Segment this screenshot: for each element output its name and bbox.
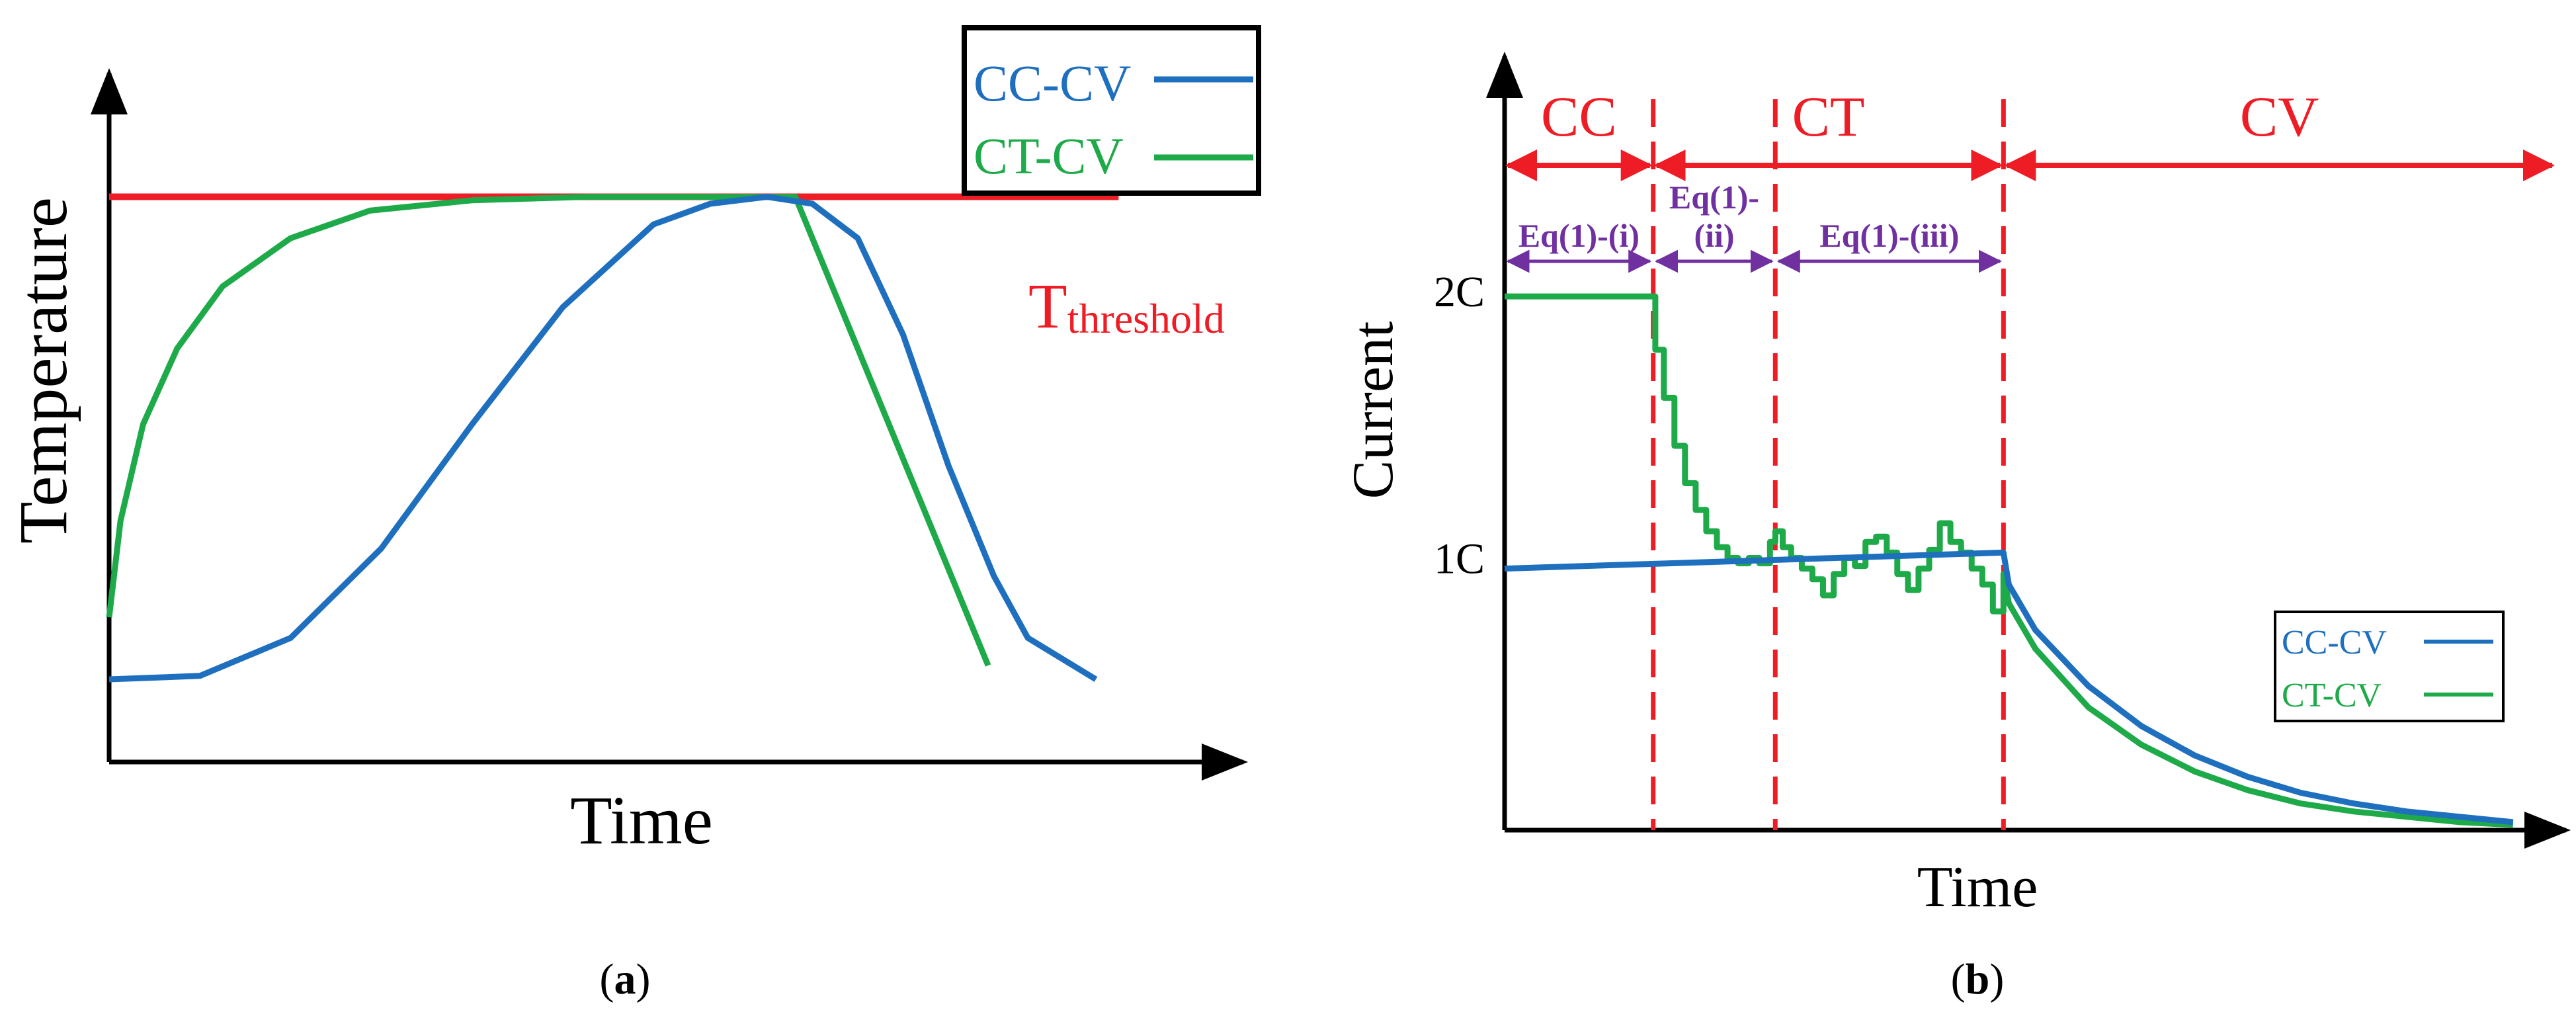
b-caption: (b) [1951, 955, 2005, 1003]
panel-b: Current Time 1C 2C CC CT CV Eq(1)-(i) Eq(1)-… [1341, 52, 2571, 1003]
b-legend-label-cc-cv: CC-CV [2282, 624, 2387, 661]
b-x-axis-label: Time [1917, 855, 2038, 919]
b-eq-label-3: Eq(1)-(iii) [1819, 217, 1959, 254]
a-legend-box [962, 25, 1261, 196]
b-series-ct-cv-line [1505, 293, 2514, 828]
b-legend: CC-CV CT-CV [2274, 611, 2505, 722]
a-legend: CC-CV CT-CV [962, 25, 1261, 196]
a-threshold-label-sub: threshold [1067, 295, 1225, 342]
b-eq-label-1: Eq(1)-(i) [1518, 217, 1640, 254]
b-y-axis-label: Current [1341, 321, 1405, 499]
a-caption-open: ( [600, 955, 614, 1003]
a-caption-close: ) [636, 955, 651, 1003]
a-threshold-label: Tthreshold [1028, 271, 1225, 342]
b-eq-label-2-line2: (ii) [1694, 217, 1734, 254]
b-caption-letter: b [1966, 955, 1990, 1003]
b-caption-open: ( [1951, 955, 1966, 1003]
b-y-tick-label-2c: 2C [1434, 268, 1485, 316]
b-caption-close: ) [1989, 955, 2004, 1003]
b-eq-label-2-line1: Eq(1)- [1669, 179, 1759, 216]
b-series-cc-cv-line [1504, 549, 2514, 826]
b-phase-label-cv: CV [2240, 85, 2319, 148]
a-caption: (a) [600, 955, 651, 1003]
b-legend-label-ct-cv: CT-CV [2282, 677, 2382, 714]
b-legend-box [2274, 611, 2505, 722]
a-threshold-label-main: T [1028, 271, 1067, 341]
a-caption-letter: a [614, 955, 636, 1003]
a-y-axis-label: Temperature [5, 197, 81, 544]
b-phase-label-ct: CT [1792, 85, 1865, 148]
a-x-axis-label: Time [570, 783, 713, 859]
a-legend-label-ct-cv: CT-CV [974, 127, 1124, 185]
b-phase-annotations: CC CT CV Eq(1)-(i) Eq(1)-(ii) Eq(1)-(iii) [1505, 85, 2555, 830]
b-phase-label-cc: CC [1541, 85, 1617, 148]
b-y-tick-label-1c: 1C [1434, 535, 1485, 583]
panel-a: Temperature Time Tthreshold CC-CV CT-CV … [5, 25, 1261, 1003]
a-legend-label-cc-cv: CC-CV [974, 54, 1131, 112]
a-series-ct-cv-line [106, 194, 991, 667]
a-series-cc-cv-line [108, 194, 1098, 683]
